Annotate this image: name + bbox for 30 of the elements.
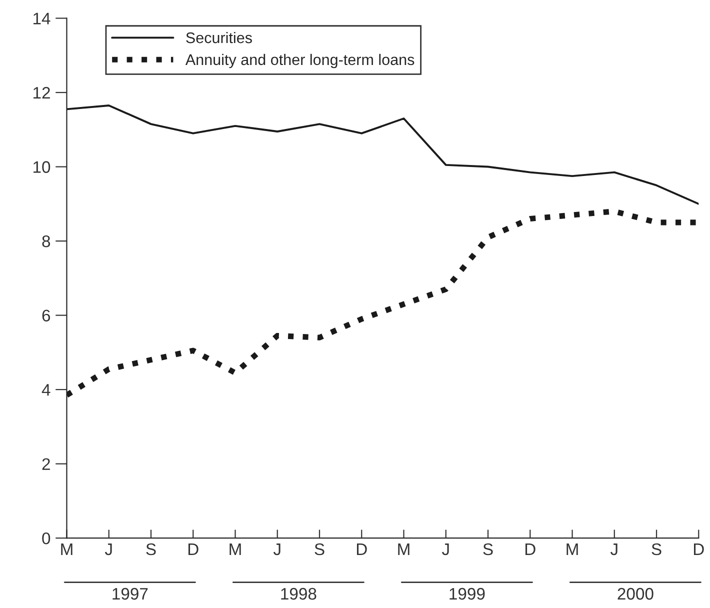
x-tick-label: M [566, 544, 578, 556]
x-tick-label: J [442, 544, 449, 556]
x-tick-label: D [525, 544, 536, 556]
y-tick-label: 10 [34, 161, 50, 173]
y-tick-label: 12 [34, 86, 50, 99]
x-tick-label: S [483, 543, 493, 556]
y-tick-label: 4 [42, 384, 50, 396]
text: 1999 [450, 588, 485, 600]
x-tick-label: M [230, 544, 241, 556]
y-tick-label: 0 [42, 532, 50, 544]
y-tick-label: 2 [42, 458, 50, 470]
x-tick-label: S [146, 543, 156, 556]
y-tick-label: 8 [42, 235, 50, 248]
x-tick-label: D [188, 544, 198, 556]
x-tick-label: J [610, 544, 618, 556]
text: 1997 [112, 588, 148, 600]
text: 1998 [281, 588, 316, 600]
legend-label: Securities [186, 32, 252, 44]
x-tick-label: M [61, 544, 72, 556]
text: 2000 [618, 588, 654, 600]
x-tick-label: J [273, 544, 280, 556]
x-tick-label: D [694, 544, 704, 556]
x-tick-label: M [398, 544, 410, 556]
x-tick-label: D [356, 544, 367, 556]
x-tick-label: S [314, 543, 324, 556]
y-tick-label: 14 [34, 12, 50, 24]
y-tick-label: 6 [42, 310, 50, 322]
x-tick-label: J [104, 544, 112, 556]
x-tick-label: S [652, 543, 662, 556]
legend-label: Annuity and other long-term loans [185, 54, 414, 68]
